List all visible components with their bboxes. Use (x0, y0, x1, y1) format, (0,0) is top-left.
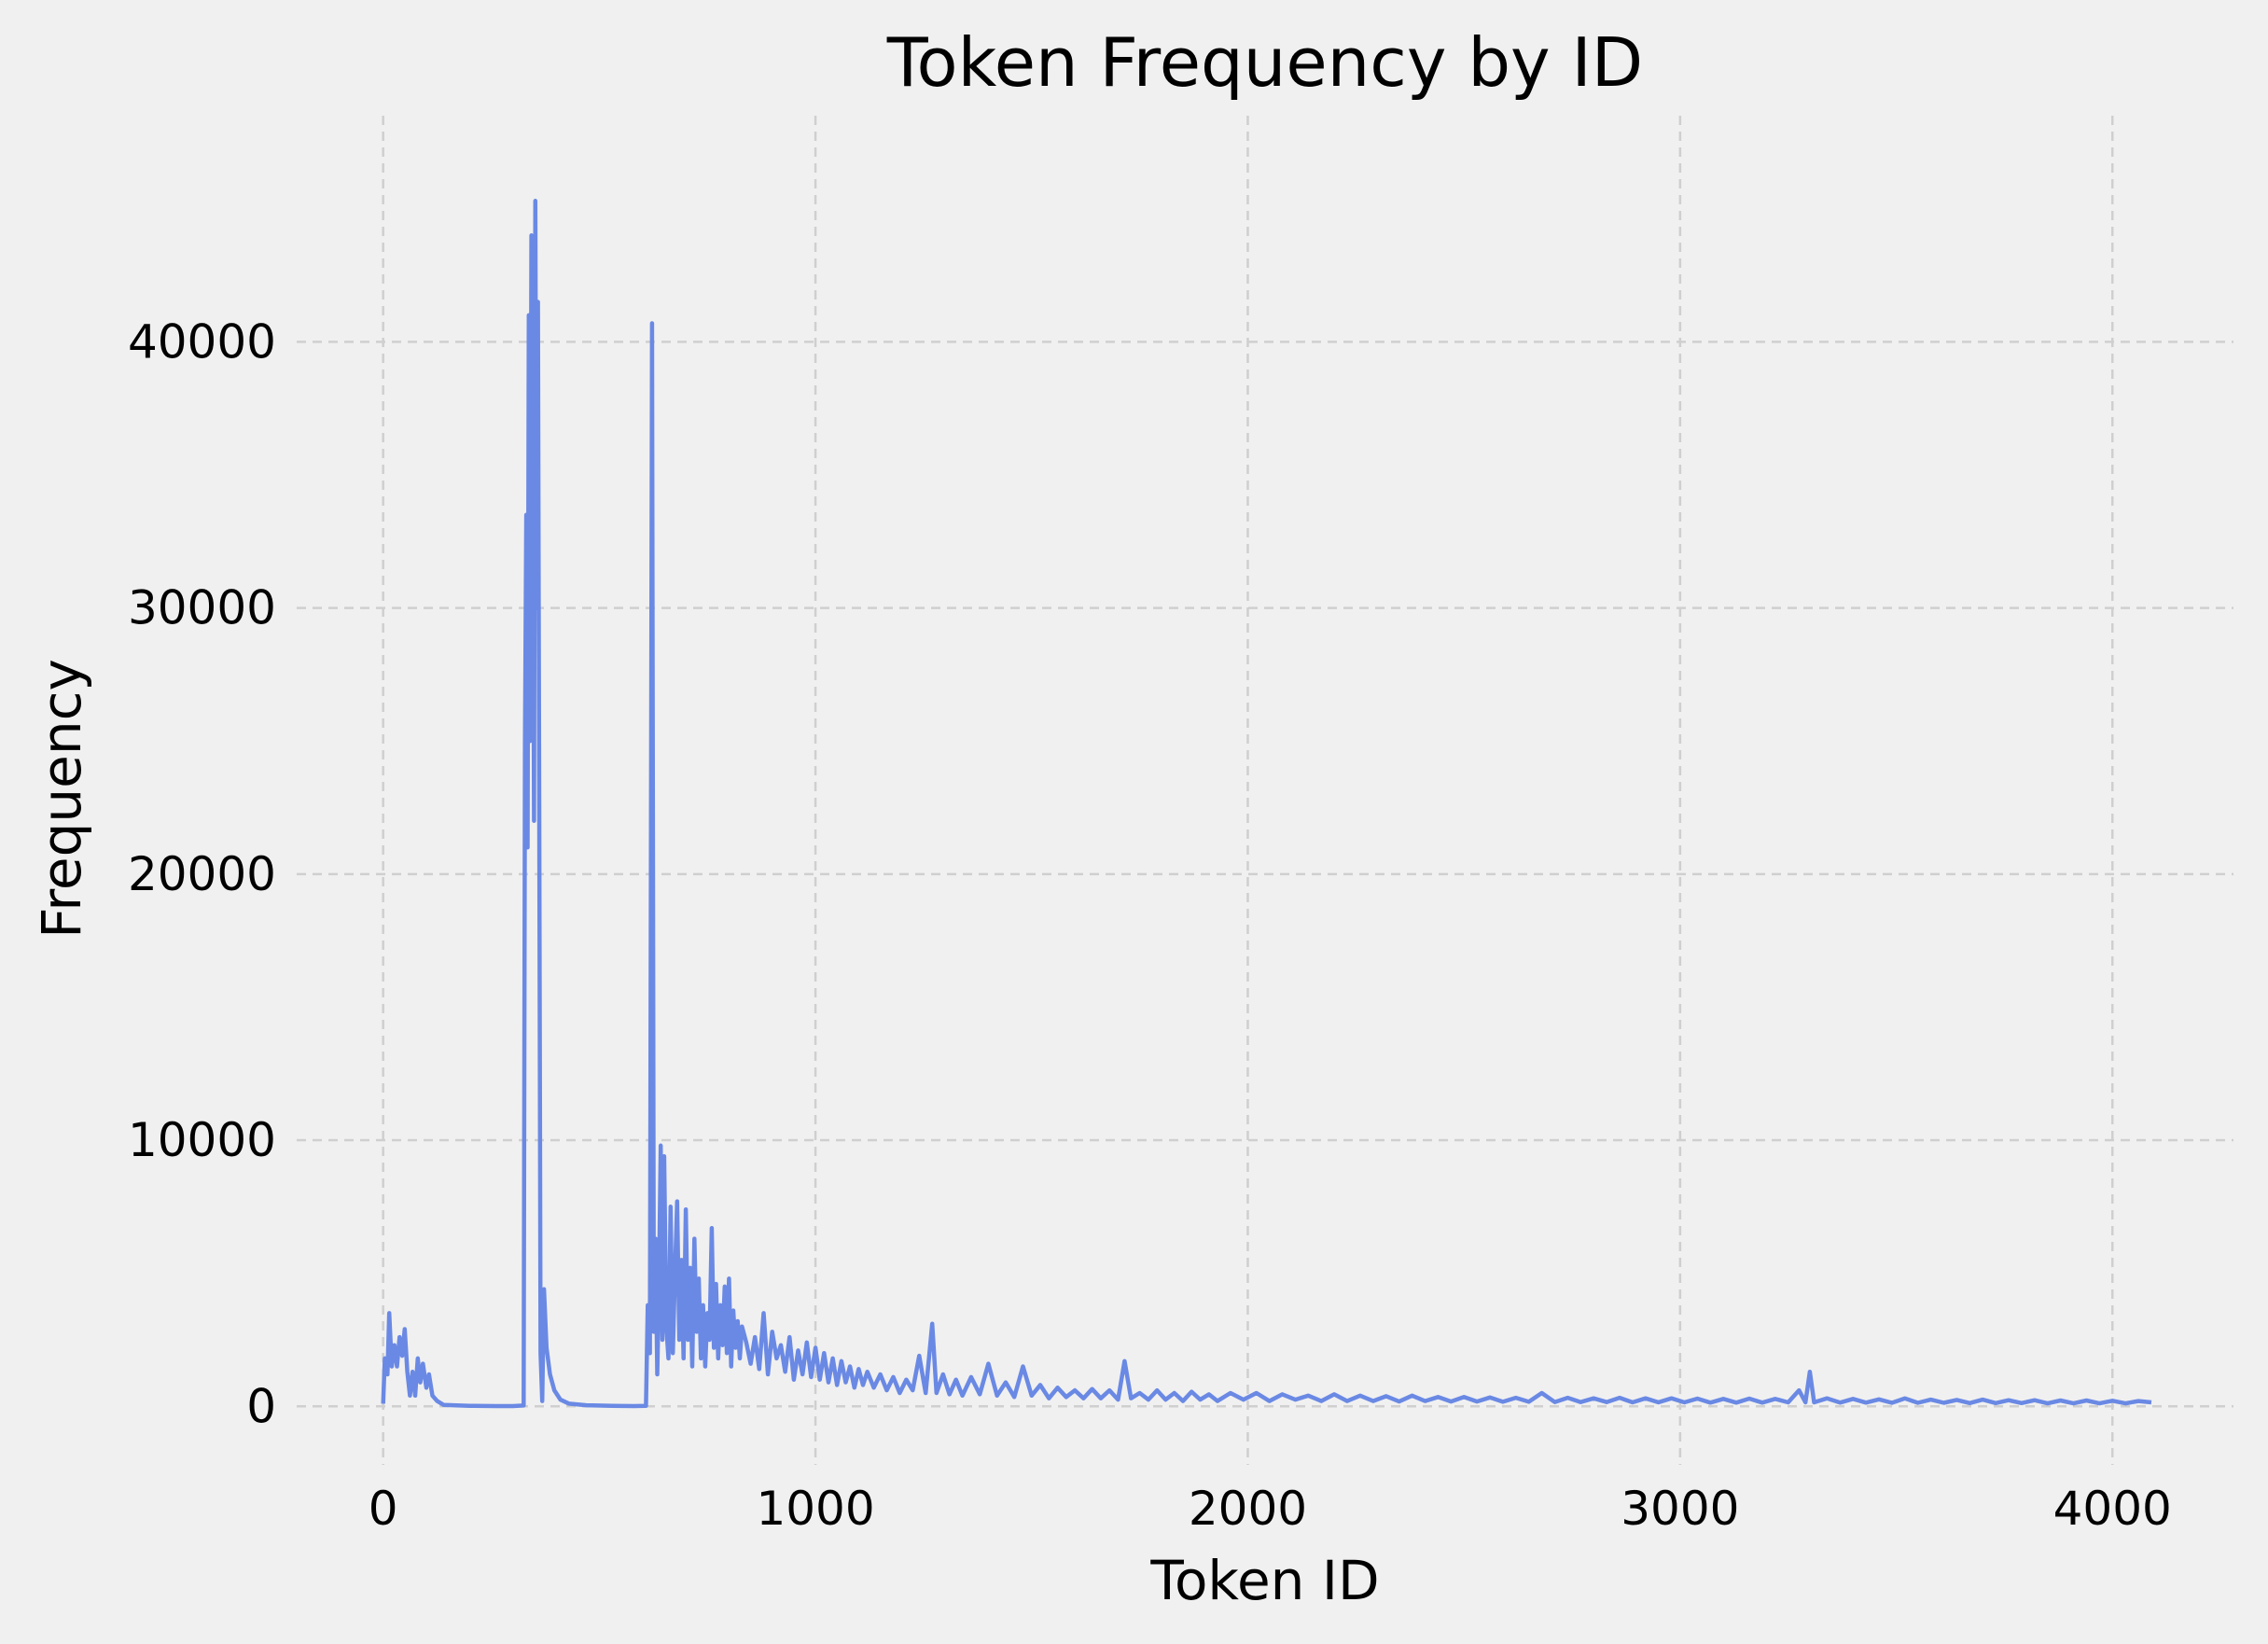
chart-title: Token Frequency by ID (886, 23, 1643, 102)
x-tick-label: 2000 (1189, 1482, 1307, 1536)
y-grid-lines (297, 341, 2233, 1408)
y-tick-label: 30000 (128, 581, 276, 635)
y-tick-label: 0 (246, 1379, 276, 1433)
y-tick-label: 20000 (128, 847, 276, 901)
x-tick-label: 0 (369, 1482, 398, 1536)
y-axis-label: Frequency (30, 659, 93, 939)
x-axis-label: Token ID (1149, 1549, 1379, 1612)
x-grid-lines (382, 116, 2114, 1465)
y-tick-label: 10000 (128, 1113, 276, 1167)
series-group (381, 199, 2152, 1409)
x-tick-label: 3000 (1621, 1482, 1739, 1536)
x-tick-label: 1000 (756, 1482, 874, 1536)
y-tick-label: 40000 (128, 314, 276, 369)
y-tick-labels: 0 10000 20000 30000 40000 (128, 314, 276, 1433)
x-tick-label: 4000 (2053, 1482, 2172, 1536)
series-line (381, 199, 2152, 1409)
x-tick-labels: 0 1000 2000 3000 4000 (369, 1482, 2172, 1536)
